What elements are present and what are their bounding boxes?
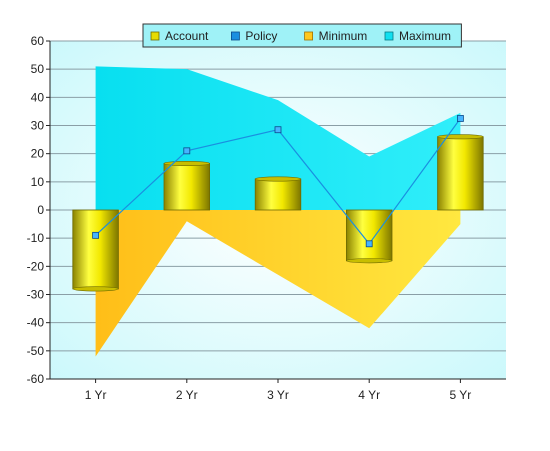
legend-box: [142, 23, 462, 48]
y-tick-label: 60: [31, 34, 45, 48]
y-tick-label: -20: [27, 259, 45, 273]
bar-account: [163, 163, 210, 211]
y-tick-label: 20: [31, 147, 45, 161]
x-tick-label: 5 Yr: [450, 388, 472, 402]
legend-swatch: [230, 31, 240, 41]
bar-account: [72, 209, 119, 290]
y-tick-label: -30: [27, 288, 45, 302]
x-tick-label: 3 Yr: [267, 388, 289, 402]
y-tick-label: 40: [31, 90, 45, 104]
legend-swatch: [384, 31, 394, 41]
point-policy: [365, 240, 373, 248]
bar-account: [254, 178, 302, 211]
y-tick-label: -60: [27, 372, 45, 386]
x-tick-label: 1 Yr: [85, 388, 107, 402]
y-tick-label: 0: [37, 203, 44, 217]
y-tick-label: 10: [31, 175, 45, 189]
bar-account: [345, 209, 393, 262]
bar-cap: [437, 134, 484, 140]
legend-label: Policy: [245, 29, 277, 43]
legend-swatch: [150, 31, 160, 41]
y-tick-label: 30: [31, 119, 45, 133]
y-tick-label: -40: [27, 316, 45, 330]
bar-account: [437, 136, 484, 211]
x-tick-label: 4 Yr: [358, 388, 380, 402]
y-tick-label: -10: [27, 231, 45, 245]
legend-label: Minimum: [319, 29, 368, 43]
bar-cap: [254, 176, 302, 182]
legend: Account Policy Minimum Maximum: [142, 23, 462, 48]
y-tick-label: 50: [31, 62, 45, 76]
x-tick-label: 2 Yr: [176, 388, 198, 402]
bar-cap: [72, 286, 119, 292]
legend-label: Maximum: [399, 29, 451, 43]
legend-label: Account: [165, 29, 209, 43]
bar-series: [72, 134, 484, 292]
legend-swatch: [304, 31, 314, 41]
point-policy: [456, 115, 464, 122]
point-policy: [92, 231, 99, 239]
bar-cap: [163, 161, 210, 167]
point-policy: [274, 126, 282, 134]
axes: -60 -50 -40 -30 -20 -10 0 10 20 30 40 50 60 1 Yr 2 Yr 3…: [27, 34, 506, 402]
bar-cap: [346, 258, 393, 264]
line-series: [92, 115, 464, 248]
y-tick-label: -50: [27, 344, 45, 358]
point-policy: [183, 147, 191, 155]
